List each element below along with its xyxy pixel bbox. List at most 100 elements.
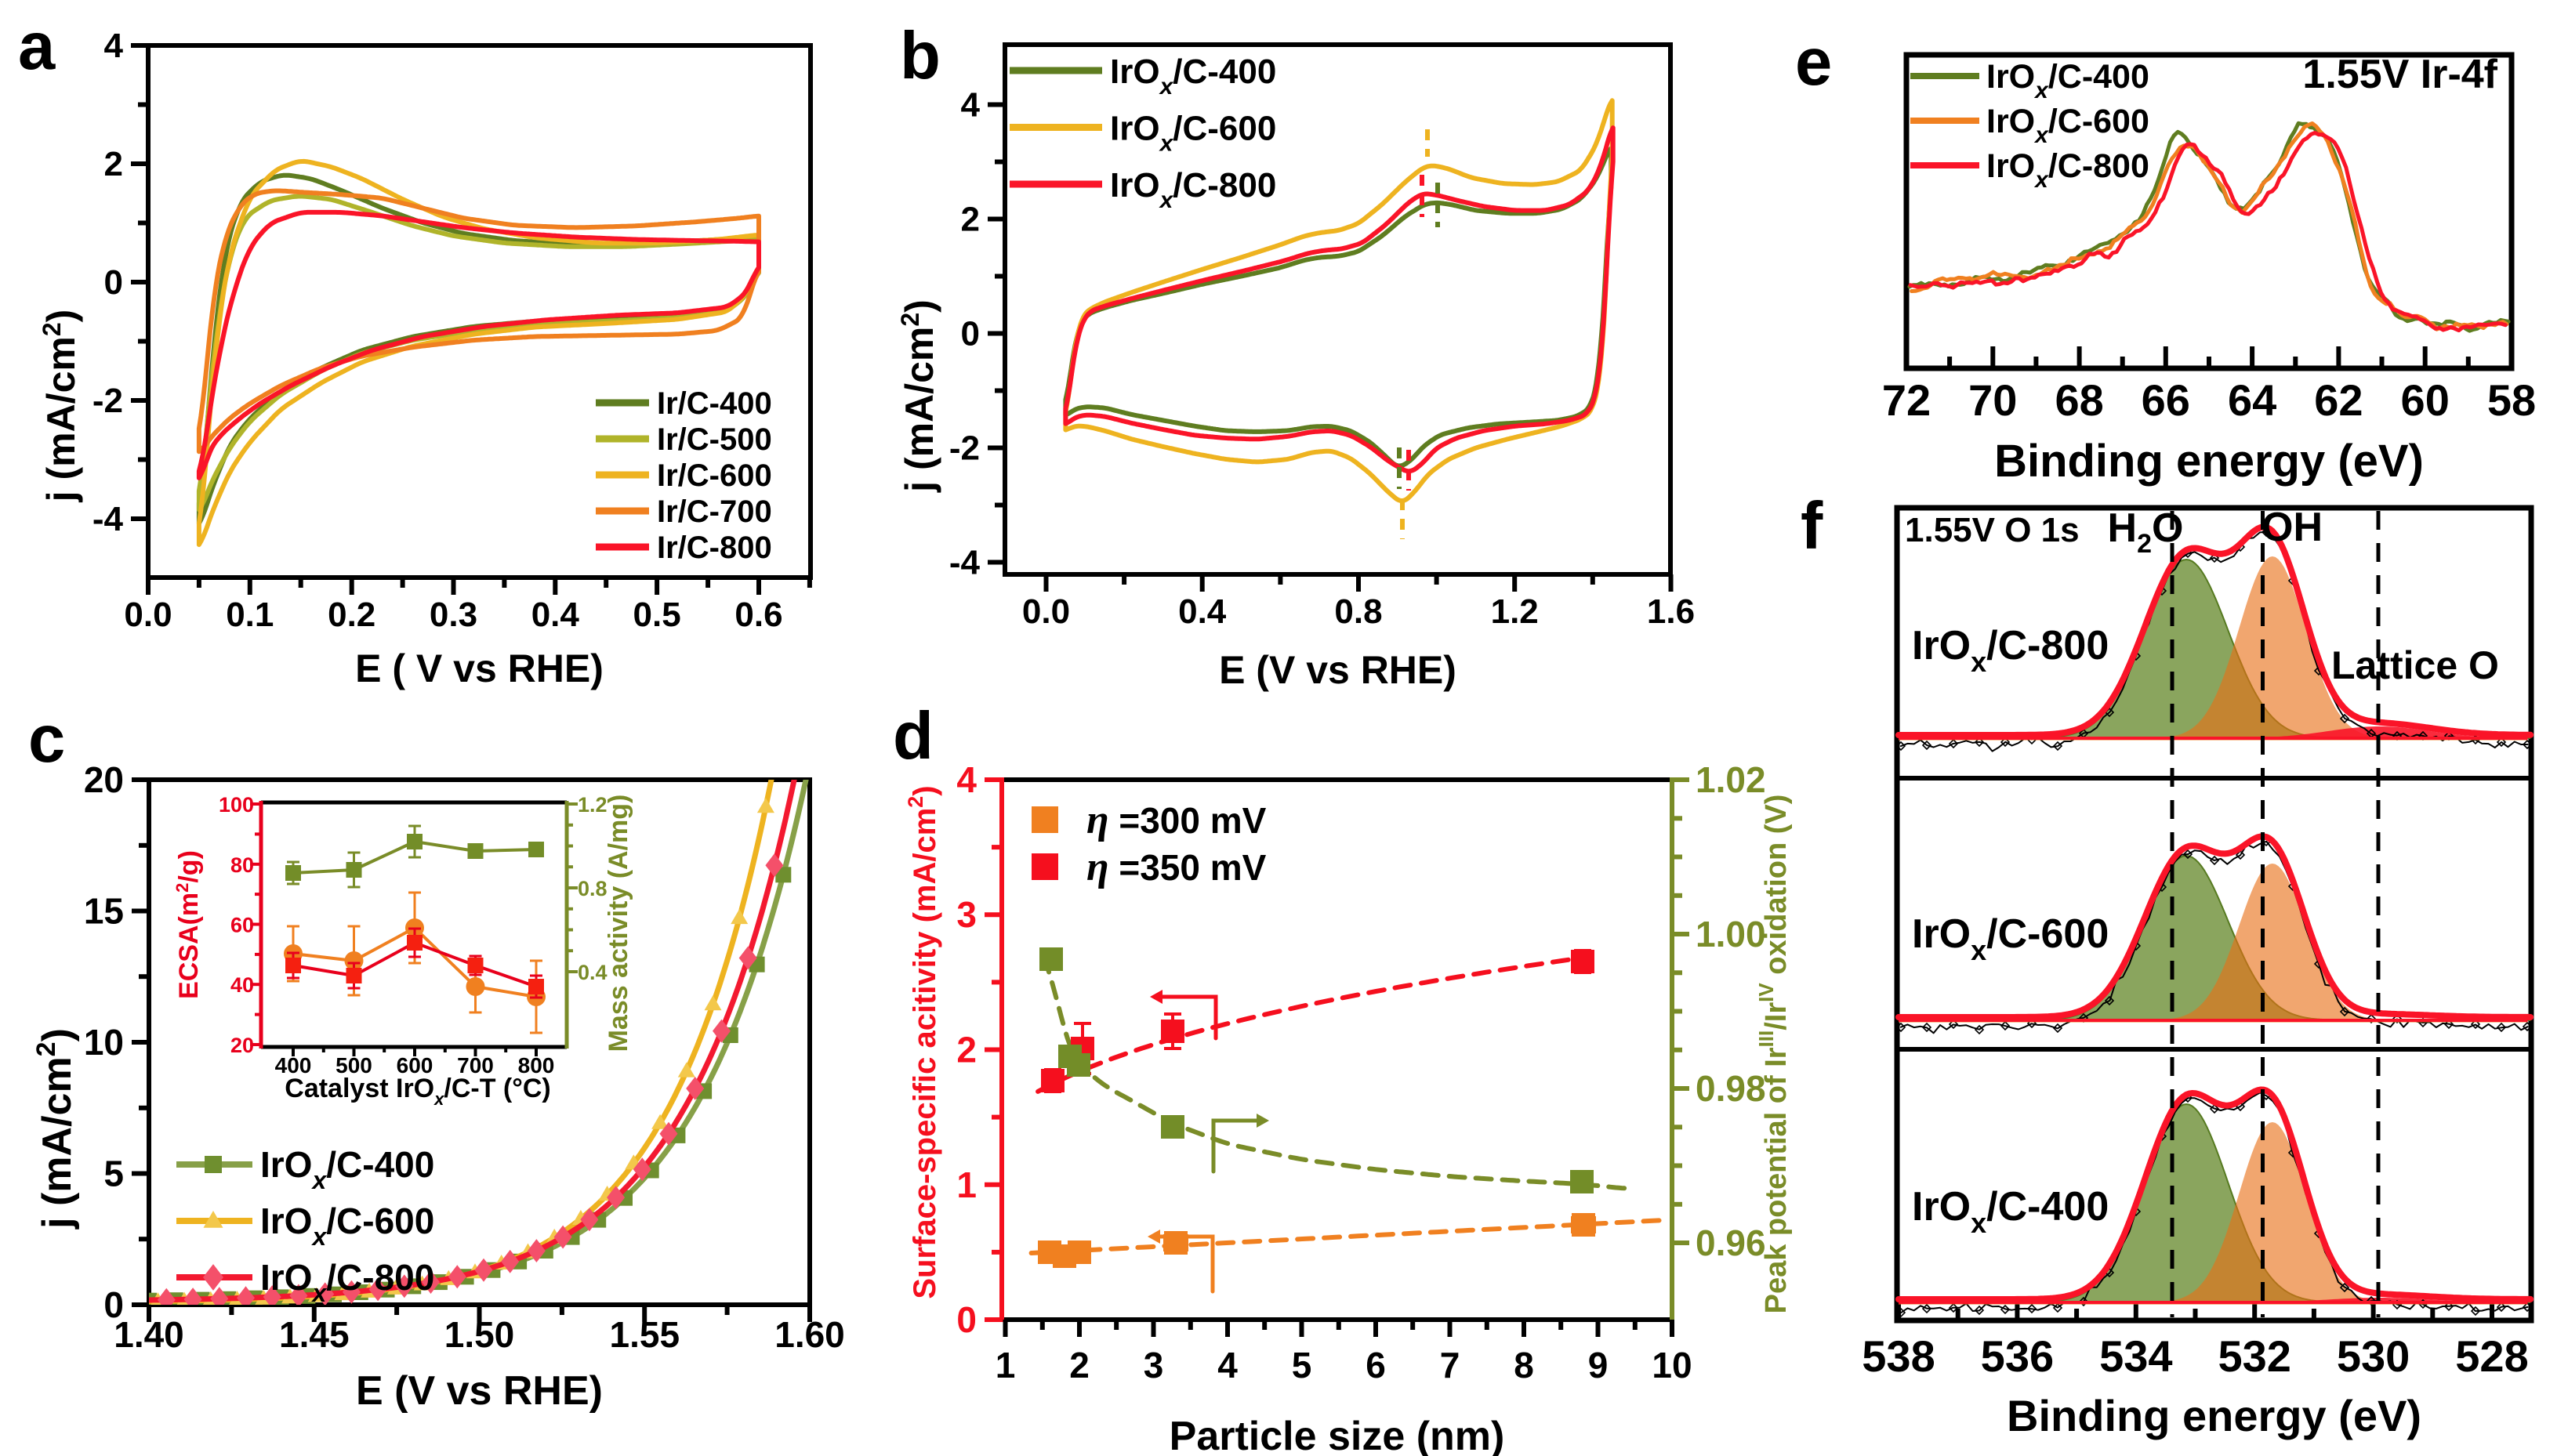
svg-text:-2: -2 [949,429,980,468]
svg-text:Ir/C-600: Ir/C-600 [657,458,772,493]
svg-text:0.0: 0.0 [1022,592,1070,631]
svg-text:0.6: 0.6 [734,596,782,634]
svg-text:2: 2 [104,145,123,183]
svg-text:6: 6 [1366,1345,1386,1385]
svg-text:2: 2 [1069,1345,1090,1385]
svg-text:0.2: 0.2 [328,596,375,634]
svg-text:0.96: 0.96 [1696,1222,1766,1263]
svg-text:600: 600 [397,1053,433,1078]
svg-text:536: 536 [1981,1331,2054,1381]
svg-text:5: 5 [1292,1345,1312,1385]
svg-text:0.4: 0.4 [1178,592,1227,631]
svg-text:5: 5 [103,1154,124,1194]
svg-text:72: 72 [1882,375,1931,425]
svg-text:Peak potential of IrIII/IrIV o: Peak potential of IrIII/IrIV oxidation (… [1754,795,1793,1314]
svg-text:a: a [18,9,56,84]
svg-text:3: 3 [1144,1345,1164,1385]
svg-text:68: 68 [2055,375,2103,425]
svg-text:2: 2 [961,201,980,239]
svg-text:Ir/C-400: Ir/C-400 [657,386,772,421]
svg-text:534: 534 [2099,1331,2172,1381]
svg-text:8: 8 [1514,1345,1534,1385]
svg-text:b: b [900,19,941,93]
svg-text:Mass activity (A/mg): Mass activity (A/mg) [604,795,633,1052]
svg-text:70: 70 [1968,375,2017,425]
svg-text:800: 800 [518,1053,555,1078]
svg-text:η =300 mV: η =300 mV [1086,798,1267,842]
svg-text:4: 4 [956,759,977,800]
svg-text:1.00: 1.00 [1696,914,1766,954]
svg-text:700: 700 [457,1053,494,1078]
svg-text:0.8: 0.8 [1334,592,1382,631]
svg-text:j (mA/cm2): j (mA/cm2) [38,310,83,503]
svg-text:0.8: 0.8 [578,877,608,900]
svg-text:64: 64 [2228,375,2276,425]
svg-text:1.55V O 1s: 1.55V O 1s [1905,511,2080,549]
svg-text:60: 60 [2401,375,2450,425]
svg-text:1.50: 1.50 [444,1314,515,1355]
svg-text:E ( V vs RHE): E ( V vs RHE) [355,647,604,690]
svg-text:60: 60 [230,914,254,937]
svg-text:1.55V Ir-4f: 1.55V Ir-4f [2302,52,2497,97]
svg-text:4: 4 [104,27,124,65]
svg-text:10: 10 [1652,1345,1692,1385]
svg-text:-2: -2 [92,382,123,420]
svg-text:1: 1 [996,1345,1016,1385]
svg-text:Lattice O: Lattice O [2331,643,2499,687]
svg-text:0.1: 0.1 [226,596,274,634]
svg-text:Binding energy (eV): Binding energy (eV) [2007,1391,2421,1440]
svg-text:0: 0 [104,263,123,302]
svg-text:0.3: 0.3 [430,596,477,634]
svg-text:η =350 mV: η =350 mV [1086,845,1267,889]
svg-text:0: 0 [103,1284,124,1325]
svg-text:528: 528 [2455,1331,2528,1381]
svg-text:10: 10 [84,1022,124,1063]
svg-text:ECSA(m2/g): ECSA(m2/g) [172,850,204,999]
svg-text:c: c [28,702,65,777]
svg-text:538: 538 [1862,1331,1935,1381]
svg-text:500: 500 [336,1053,372,1078]
svg-text:400: 400 [275,1053,312,1078]
svg-text:Ir/C-700: Ir/C-700 [657,494,772,529]
svg-text:15: 15 [84,891,124,932]
svg-text:20: 20 [84,759,124,800]
svg-text:Catalyst IrOx/C-T (°C): Catalyst IrOx/C-T (°C) [285,1074,550,1109]
svg-text:62: 62 [2314,375,2363,425]
svg-text:2: 2 [956,1030,977,1070]
svg-text:Particle size (nm): Particle size (nm) [1170,1414,1505,1456]
svg-text:1.40: 1.40 [114,1314,184,1355]
svg-text:20: 20 [230,1034,254,1057]
svg-text:e: e [1795,25,1832,100]
svg-text:-4: -4 [92,500,124,538]
svg-text:58: 58 [2487,375,2536,425]
svg-text:530: 530 [2337,1331,2410,1381]
svg-text:OH: OH [2262,505,2323,550]
svg-text:j (mA/cm2): j (mA/cm2) [896,299,941,493]
svg-text:1.45: 1.45 [279,1314,350,1355]
svg-text:Binding energy (eV): Binding energy (eV) [1994,436,2424,487]
svg-text:0.0: 0.0 [124,596,172,634]
svg-text:-4: -4 [949,544,981,582]
svg-text:0: 0 [956,1299,977,1340]
svg-text:0.5: 0.5 [633,596,681,634]
svg-text:1.2: 1.2 [1491,592,1539,631]
svg-text:0: 0 [961,315,980,353]
svg-text:Surface-specific acitivity (mA: Surface-specific acitivity (mA/cm2) [904,785,942,1298]
svg-text:Ir/C-500: Ir/C-500 [657,422,772,457]
svg-text:0.4: 0.4 [531,596,580,634]
svg-text:IrOx/C-600: IrOx/C-600 [260,1201,434,1251]
svg-text:1.6: 1.6 [1647,592,1695,631]
svg-text:E (V vs RHE): E (V vs RHE) [356,1368,603,1414]
svg-text:1.2: 1.2 [578,793,608,817]
svg-text:1: 1 [956,1164,977,1205]
svg-text:80: 80 [230,853,254,877]
svg-text:7: 7 [1440,1345,1460,1385]
svg-text:40: 40 [230,973,254,997]
svg-text:9: 9 [1588,1345,1609,1385]
svg-text:j (mA/cm2): j (mA/cm2) [31,1028,80,1230]
svg-text:f: f [1801,489,1823,563]
svg-text:4: 4 [1217,1345,1238,1385]
svg-text:3: 3 [956,894,977,935]
svg-text:1.02: 1.02 [1696,759,1766,800]
svg-text:1.55: 1.55 [610,1314,680,1355]
